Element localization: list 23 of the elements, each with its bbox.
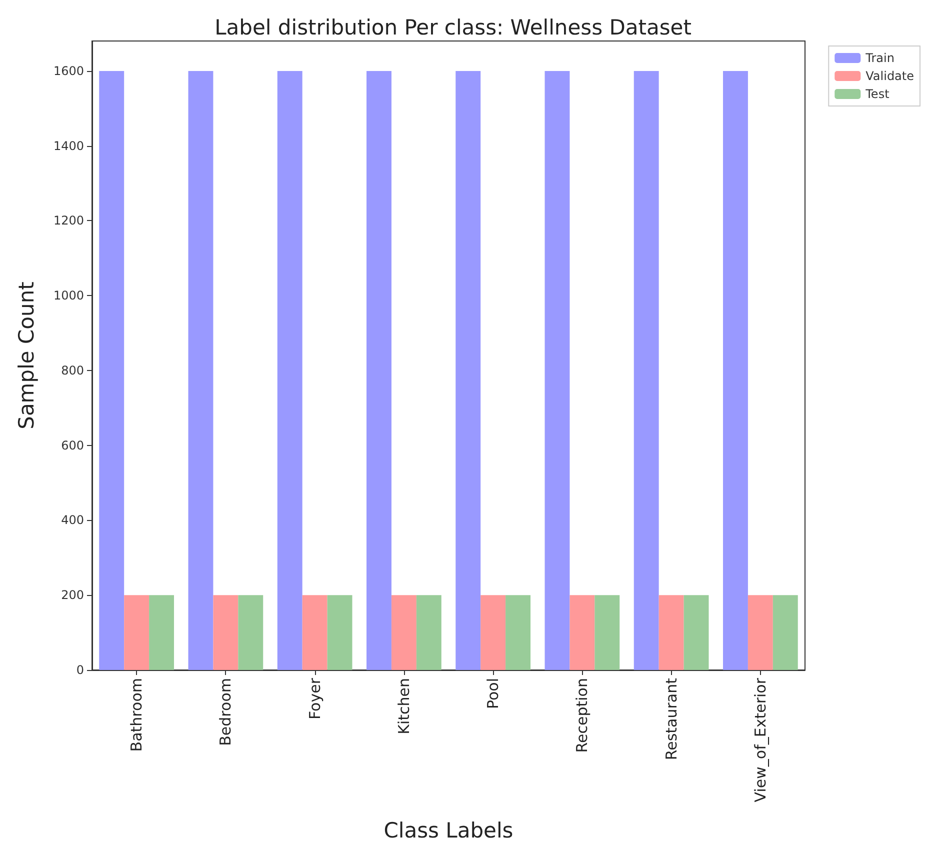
x-tick-label: Kitchen: [394, 678, 413, 734]
y-tick-label: 0: [76, 663, 84, 677]
x-tick-label: View_of_Exterior: [751, 677, 770, 802]
y-tick-label: 1400: [53, 138, 84, 153]
x-tick-label: Pool: [484, 678, 502, 710]
y-tick-label: 800: [61, 363, 84, 378]
x-tick-label: Reception: [573, 678, 592, 753]
legend-label: Test: [864, 87, 890, 101]
x-tick-label: Restaurant: [662, 678, 680, 760]
y-tick-label: 200: [61, 588, 84, 602]
x-tick-label: Foyer: [306, 677, 324, 720]
legend-label: Validate: [866, 69, 914, 83]
y-tick-label: 600: [61, 438, 84, 452]
x-tick-label: Bathroom: [128, 678, 146, 752]
x-axis-title: Class Labels: [384, 818, 514, 842]
y-tick-label: 1600: [53, 64, 84, 78]
chart-title: Label distribution Per class: Wellness Dataset: [214, 16, 692, 40]
y-tick-label: 1000: [53, 288, 84, 303]
y-tick-label: 1200: [53, 214, 84, 228]
legend-label: Train: [864, 51, 894, 65]
y-axis-title: Sample Count: [14, 282, 38, 430]
y-tick-label: 400: [61, 513, 84, 528]
x-tick-label: Bedroom: [216, 678, 235, 746]
